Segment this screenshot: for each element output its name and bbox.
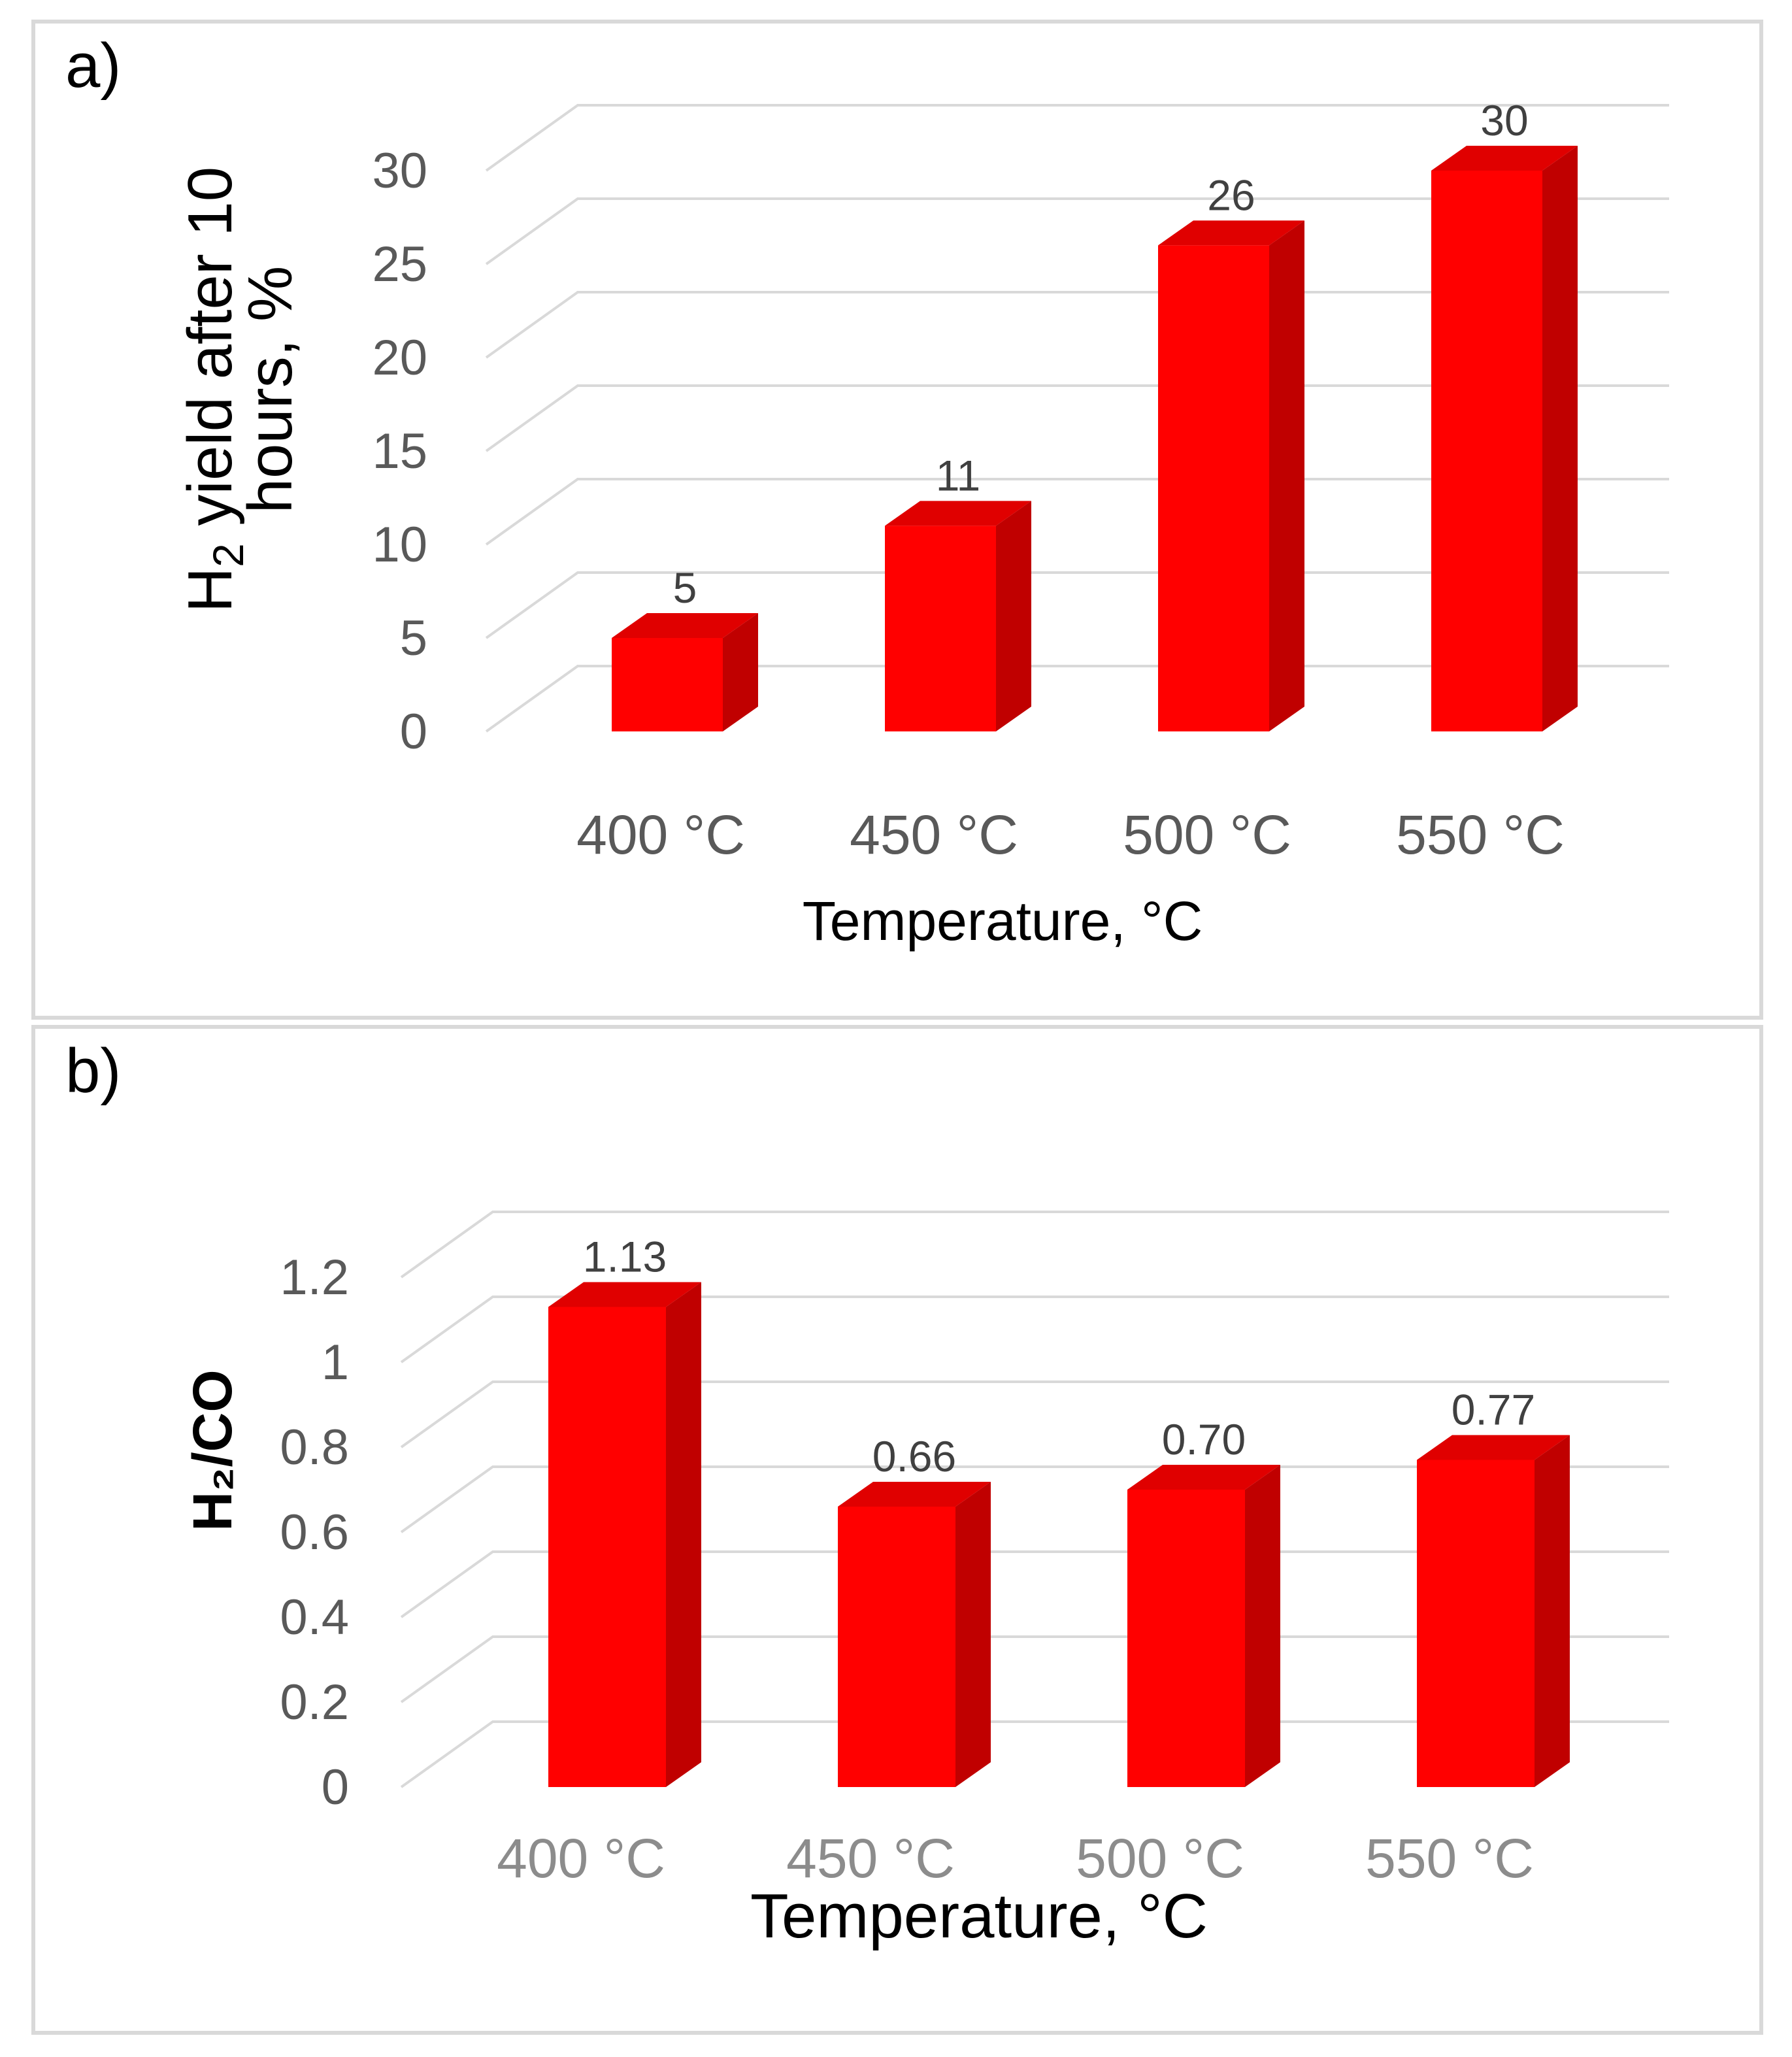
chart-a-category-labels: 400 °C 450 °C 500 °C 550 °C xyxy=(576,804,1565,865)
y-tick-label: 10 xyxy=(372,517,427,573)
bar-top xyxy=(1417,1435,1570,1460)
y-tick-label: 0 xyxy=(322,1760,349,1815)
gridline xyxy=(485,571,1669,639)
bar-top xyxy=(838,1482,991,1507)
y-tick-label: 1 xyxy=(322,1335,349,1390)
y-tick-label: 1.2 xyxy=(280,1250,349,1305)
gridline xyxy=(485,197,1669,265)
chart-a-bars xyxy=(612,146,1578,731)
data-label: 30 xyxy=(1480,96,1528,144)
bar xyxy=(1158,245,1269,731)
data-label: 0.66 xyxy=(872,1432,956,1480)
chart-b-category-labels: 400 °C 450 °C 500 °C 550 °C xyxy=(497,1828,1534,1889)
gridline xyxy=(400,1211,1669,1279)
data-label: 0.70 xyxy=(1162,1415,1246,1463)
x-category-label: 550 °C xyxy=(1365,1828,1534,1889)
y-tick-label: 0.2 xyxy=(280,1675,349,1730)
chart-a-y-title-line2: hours, % xyxy=(235,266,305,514)
bar-top xyxy=(1158,220,1304,246)
y-tick-label: 0.4 xyxy=(280,1590,349,1645)
bar-side xyxy=(1269,220,1304,731)
bar xyxy=(1127,1490,1245,1787)
gridline xyxy=(485,665,1669,733)
chart-a-y-title-line1: H2 yield after 10 xyxy=(175,167,252,612)
x-category-label: 400 °C xyxy=(576,804,745,865)
chart-b-data-labels: 1.13 0.66 0.70 0.77 xyxy=(583,1233,1535,1481)
y-tick-label: 0 xyxy=(400,704,427,760)
chart-b-yticks: 0 0.2 0.4 0.6 0.8 1 1.2 xyxy=(280,1250,349,1815)
bar-top xyxy=(1127,1465,1280,1490)
chart-a-gridlines xyxy=(485,104,1669,733)
panel-label-a: a) xyxy=(65,31,122,101)
chart-a-y-title: H2 yield after 10 hours, % xyxy=(175,167,305,612)
bar-top xyxy=(548,1282,701,1307)
bar xyxy=(612,638,723,731)
data-label: 11 xyxy=(936,451,981,499)
gridline xyxy=(400,1380,1669,1448)
chart-b-y-title: H₂/CO xyxy=(182,1369,243,1531)
panel-label-b: b) xyxy=(65,1036,122,1106)
bar xyxy=(1417,1460,1535,1787)
y-tick-label: 25 xyxy=(372,237,427,292)
gridline xyxy=(485,384,1669,452)
bar xyxy=(1431,171,1542,731)
chart-a-y-title-sub: 2 xyxy=(204,543,252,567)
x-category-label: 450 °C xyxy=(786,1828,955,1889)
y-tick-label: 20 xyxy=(372,330,427,386)
chart-a-data-labels: 5 11 26 30 xyxy=(673,96,1529,612)
x-category-label: 450 °C xyxy=(850,804,1018,865)
x-category-label: 500 °C xyxy=(1076,1828,1244,1889)
chart-panel-a: a) 0 5 10 15 20 25 30 5 11 26 30 400 °C 450 °C 500 … xyxy=(31,20,1763,1020)
gridline xyxy=(485,291,1669,359)
chart-a-svg: 0 5 10 15 20 25 30 5 11 26 30 400 °C 450 °C 500 °C 5… xyxy=(175,96,1669,952)
bar-side xyxy=(955,1482,991,1787)
x-category-label: 400 °C xyxy=(497,1828,665,1889)
gridline xyxy=(485,104,1669,172)
data-label: 0.77 xyxy=(1452,1386,1535,1434)
bar xyxy=(838,1507,955,1787)
bar-side xyxy=(723,613,758,731)
x-category-label: 500 °C xyxy=(1123,804,1291,865)
chart-b-x-title: Temperature, °C xyxy=(750,1881,1208,1951)
bar-side xyxy=(1542,146,1578,731)
bar xyxy=(548,1307,666,1787)
y-tick-label: 0.8 xyxy=(280,1420,349,1475)
data-label: 5 xyxy=(673,563,697,612)
bar-side xyxy=(666,1282,701,1787)
y-tick-label: 5 xyxy=(400,610,427,666)
chart-a-y-title-rest: yield after 10 xyxy=(175,167,245,543)
x-category-label: 550 °C xyxy=(1396,804,1565,865)
chart-a-yticks: 0 5 10 15 20 25 30 xyxy=(372,143,427,760)
y-tick-label: 30 xyxy=(372,143,427,199)
bar-side xyxy=(1535,1435,1570,1787)
bar-side xyxy=(1245,1465,1280,1787)
bar-top xyxy=(612,613,758,638)
chart-panel-b: b) 0 0.2 0.4 0.6 0.8 1 1.2 1.13 0.66 0.70 0.77 40… xyxy=(31,1025,1763,2035)
chart-a-y-title-h: H xyxy=(175,567,245,612)
chart-b-svg: 0 0.2 0.4 0.6 0.8 1 1.2 1.13 0.66 0.70 0.77 400 °… xyxy=(182,1211,1669,1951)
chart-b-bars xyxy=(548,1282,1570,1787)
gridline xyxy=(485,478,1669,546)
data-label: 26 xyxy=(1207,171,1255,219)
chart-a-x-title: Temperature, °C xyxy=(803,890,1203,952)
bar xyxy=(885,526,996,731)
gridline xyxy=(400,1296,1669,1363)
bar-side xyxy=(996,501,1031,731)
bar-top xyxy=(1431,146,1578,171)
bar-top xyxy=(885,501,1031,526)
y-tick-label: 15 xyxy=(372,424,427,479)
y-tick-label: 0.6 xyxy=(280,1505,349,1560)
data-label: 1.13 xyxy=(583,1233,667,1281)
